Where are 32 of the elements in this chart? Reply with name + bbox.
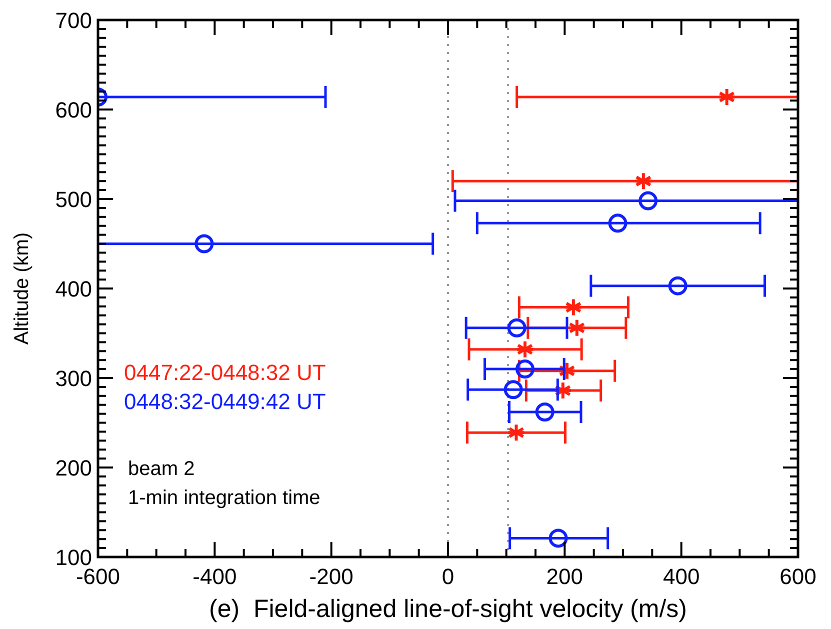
y-tick-label: 400 (55, 276, 92, 302)
text: 0447:22-0448:32 UT (124, 360, 326, 385)
point (564, 298, 583, 317)
annotation: 1-min integration time (128, 486, 320, 509)
y-tick-label: 500 (55, 187, 92, 212)
point (717, 87, 736, 106)
point (535, 402, 554, 422)
y-tick-label: 300 (55, 366, 92, 391)
y-tick-label: 200 (55, 456, 92, 480)
annotation: beam 2 (128, 458, 195, 480)
x-tick-label: -400 (192, 564, 237, 589)
x-tick-label: 600 (780, 564, 816, 589)
point (608, 214, 628, 233)
point (194, 234, 214, 254)
x-tick-label: 0 (442, 564, 454, 589)
point (668, 276, 688, 296)
point (506, 423, 526, 442)
text: 0448:32-0449:42 UT (124, 388, 326, 414)
x-tick-label: 400 (662, 564, 700, 589)
point (638, 191, 658, 210)
point (504, 380, 523, 400)
y-tick-label: 600 (55, 98, 92, 122)
point (516, 360, 534, 379)
x-tick-label: -200 (309, 564, 354, 589)
point (507, 318, 526, 338)
point (567, 318, 586, 338)
x-tick-label: 200 (546, 564, 584, 589)
y-axis-title: Altitude (km) (11, 232, 33, 345)
y-tick-label: 700 (55, 8, 92, 33)
x-axis-title: (e) Field-aligned line-of-sight velocity (m/s) (209, 595, 687, 623)
point (634, 172, 653, 191)
point (548, 528, 568, 548)
